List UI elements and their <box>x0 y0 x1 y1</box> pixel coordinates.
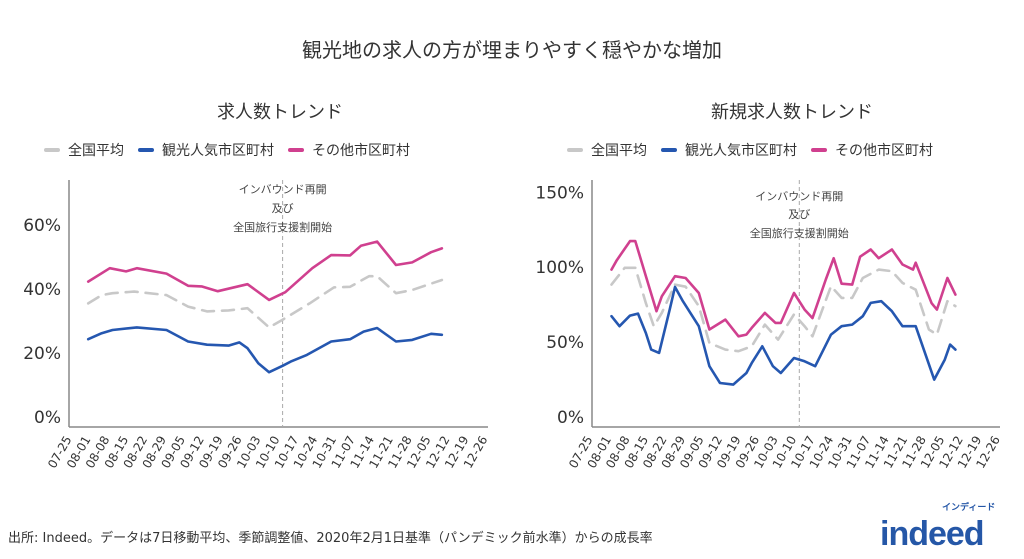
chart-title-right: 新規求人数トレンド <box>711 102 873 123</box>
series-line-other <box>610 239 957 338</box>
y-tick-label: 150% <box>535 183 584 203</box>
y-tick-label: 20% <box>23 344 61 364</box>
annotation-text: 全国旅行支援割開始 <box>233 220 332 234</box>
legend-item-tourist: 観光人気市区町村 <box>661 140 797 160</box>
series-line-other <box>86 240 444 302</box>
logo-kana: インディード <box>942 503 996 513</box>
source-note: 出所: Indeed。データは7日移動平均、季節調整値、2020年2月1日基準（… <box>8 531 653 546</box>
legend-swatch <box>661 148 677 152</box>
main-title: 観光地の求人の方が埋まりやすく穏やかな増加 <box>302 38 722 62</box>
y-tick-label: 100% <box>535 258 584 278</box>
legend-item-other: その他市区町村 <box>288 140 410 160</box>
annotation-text: 及び <box>788 208 810 221</box>
legend-left: 全国平均 観光人気市区町村 その他市区町村 <box>44 140 410 160</box>
legend-swatch <box>811 148 827 152</box>
annotation-text: 全国旅行支援割開始 <box>750 226 849 240</box>
legend-swatch <box>44 148 60 152</box>
y-tick-label: 50% <box>546 333 584 353</box>
y-tick-label: 40% <box>23 280 61 300</box>
legend-label: 全国平均 <box>68 143 124 159</box>
legend-label: 観光人気市区町村 <box>162 143 274 159</box>
annotation-text: 及び <box>272 202 294 215</box>
legend-item-other: その他市区町村 <box>811 140 933 160</box>
annotation-text: インバウンド再開 <box>239 183 327 196</box>
legend-label: その他市区町村 <box>835 143 933 159</box>
indeed-logo: インディード indeed <box>880 503 1000 555</box>
legend-swatch <box>138 148 154 152</box>
logo-wordmark: indeed <box>880 515 985 553</box>
legend-label: 全国平均 <box>591 143 647 159</box>
legend-swatch <box>567 148 583 152</box>
chart-title-left: 求人数トレンド <box>217 102 343 123</box>
legend-item-national: 全国平均 <box>44 140 124 160</box>
series-line-tourist <box>610 285 957 386</box>
legend-item-tourist: 観光人気市区町村 <box>138 140 274 160</box>
series-line-tourist <box>86 326 444 374</box>
series-line-national <box>86 274 444 329</box>
legend-right: 全国平均 観光人気市区町村 その他市区町村 <box>567 140 933 160</box>
series-line-national <box>610 266 957 353</box>
legend-label: その他市区町村 <box>312 143 410 159</box>
legend-item-national: 全国平均 <box>567 140 647 160</box>
annotation-text: インバウンド再開 <box>755 190 843 203</box>
y-tick-label: 0% <box>34 408 61 428</box>
y-tick-label: 0% <box>557 408 584 428</box>
legend-swatch <box>288 148 304 152</box>
legend-label: 観光人気市区町村 <box>685 143 797 159</box>
y-tick-label: 60% <box>23 216 61 236</box>
